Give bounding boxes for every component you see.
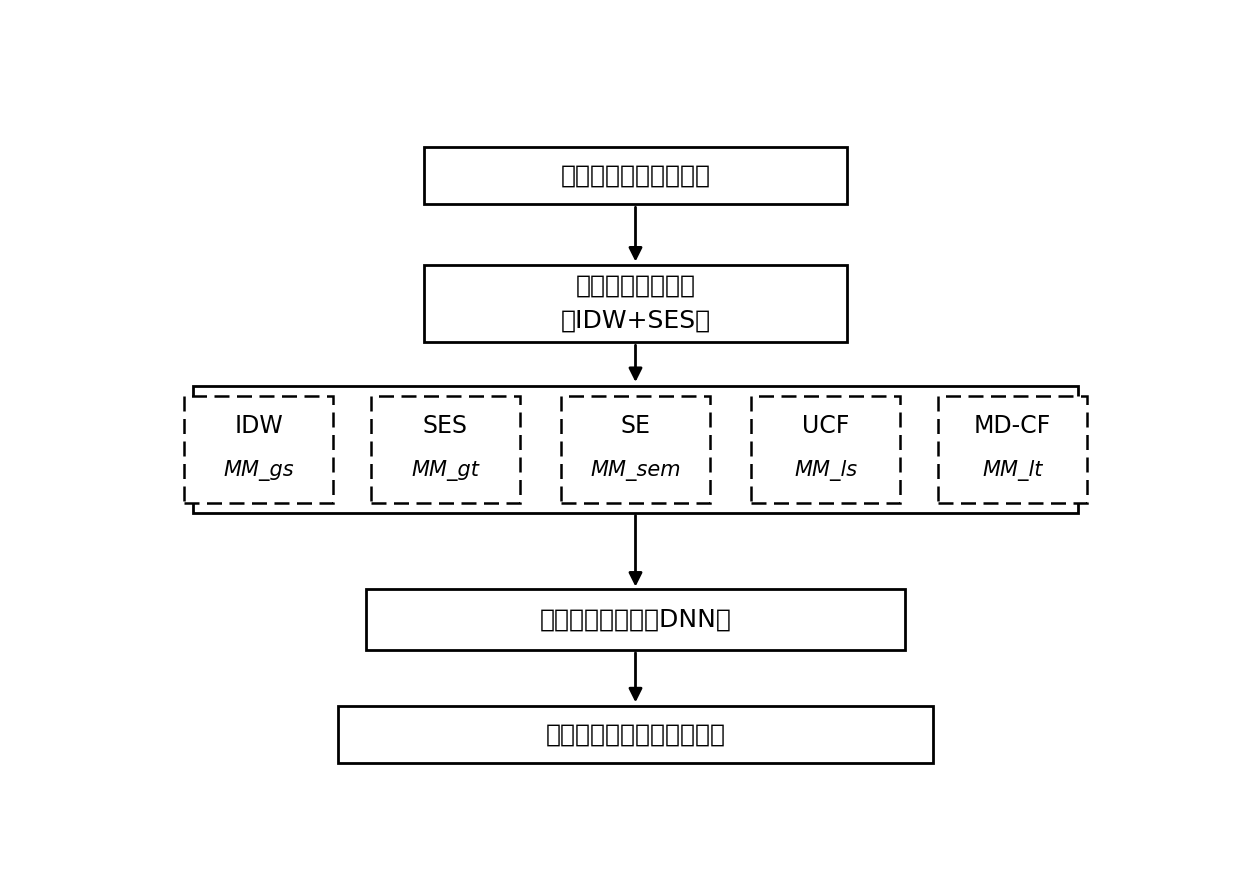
Text: MM_sem: MM_sem xyxy=(590,461,681,482)
Bar xyxy=(424,147,847,205)
Text: MM_lt: MM_lt xyxy=(982,461,1043,482)
Text: MD-CF: MD-CF xyxy=(973,414,1050,438)
Text: 完整时空变形监测数据序列: 完整时空变形监测数据序列 xyxy=(546,722,725,746)
Text: MM_gt: MM_gt xyxy=(412,461,479,482)
Bar xyxy=(193,385,1078,513)
Text: SE: SE xyxy=(620,414,651,438)
Text: MM_gs: MM_gs xyxy=(223,461,294,482)
Text: IDW: IDW xyxy=(234,414,283,438)
Bar xyxy=(424,265,847,342)
Text: 时空变形监测数据序列: 时空变形监测数据序列 xyxy=(560,163,711,188)
Text: MM_ls: MM_ls xyxy=(794,461,857,482)
Bar xyxy=(337,705,934,763)
Bar xyxy=(371,396,520,503)
Bar xyxy=(367,589,905,650)
Text: 连续性缺失预处理
（IDW+SES）: 连续性缺失预处理 （IDW+SES） xyxy=(560,274,711,333)
Text: 多视图融合学习（DNN）: 多视图融合学习（DNN） xyxy=(539,607,732,632)
Bar xyxy=(937,396,1086,503)
Text: UCF: UCF xyxy=(802,414,849,438)
Bar xyxy=(751,396,900,503)
Bar xyxy=(560,396,711,503)
Bar xyxy=(185,396,334,503)
Text: SES: SES xyxy=(423,414,467,438)
